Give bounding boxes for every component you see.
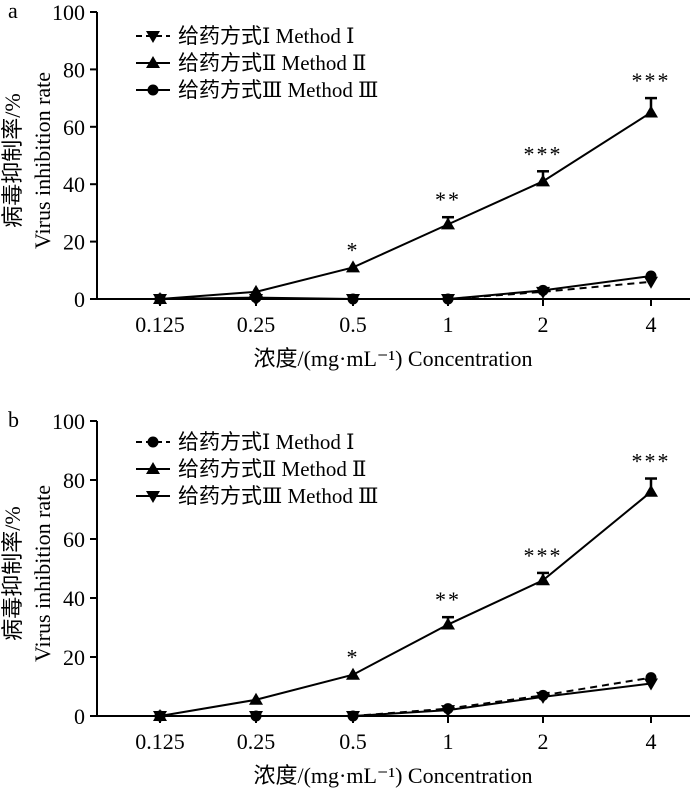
chart-panel-a: 0 20 40 60 80 100 0.125 0.25 0.5 1 2 4 浓度/(mg·mL⁻¹) … [0,0,690,371]
y-axis-title-cn: 病毒抑制率/% [0,506,25,640]
x-tick-label: 2 [538,312,549,337]
legend-marker [146,491,160,503]
x-tick-label: 4 [646,312,657,337]
significance-label: *** [632,68,671,93]
data-point [536,691,550,704]
series-2 [153,477,658,721]
data-point [347,293,359,305]
legend-marker [146,31,160,43]
x-tick-label: 0.25 [237,312,276,337]
panel-label: b [8,407,19,432]
legend-marker [146,462,160,474]
y-tick-label: 40 [63,172,85,197]
legend: 给药方式Ⅰ Method Ⅰ 给药方式Ⅱ Method Ⅱ 给药方式Ⅲ Method… [136,430,378,508]
data-point [644,678,658,691]
series-3 [153,678,658,723]
y-tick-label: 0 [74,704,85,729]
data-point [536,573,550,586]
legend-label: 给药方式Ⅲ Method Ⅲ [178,78,378,102]
x-tick-label: 0.25 [237,729,276,754]
series-line [160,676,652,717]
series-1 [153,276,658,306]
legend-marker [147,436,159,448]
y-tick-label: 40 [63,586,85,611]
y-tick-label: 60 [63,527,85,552]
significance-label: * [347,237,360,262]
y-tick-label: 80 [63,57,85,82]
significance-label: * [347,645,360,670]
x-axis-title: 浓度/(mg·mL⁻¹) Concentration [253,763,532,788]
x-tick-label: 2 [538,729,549,754]
y-tick-label: 100 [52,409,85,434]
y-tick-label: 0 [74,287,85,312]
y-tick-label: 60 [63,115,85,140]
x-tick-label: 0.125 [135,312,185,337]
y-axis-title-cn: 病毒抑制率/% [0,93,25,227]
series-line [159,111,652,300]
data-point [644,105,658,118]
legend-label: 给药方式Ⅰ Method Ⅰ [178,430,354,454]
legend-label: 给药方式Ⅱ Method Ⅱ [178,51,366,75]
series-line [160,682,652,717]
legend-label: 给药方式Ⅲ Method Ⅲ [178,484,378,508]
x-tick-label: 1 [443,312,454,337]
data-point [346,667,360,680]
data-point [441,217,455,230]
significance-label: *** [632,449,671,474]
data-point [441,705,455,718]
data-point [153,711,167,723]
data-point [645,270,657,282]
significance-label: ** [435,187,461,212]
data-point [644,484,658,497]
x-tick-label: 4 [646,729,657,754]
panel-label: a [8,0,18,23]
data-point [154,293,166,305]
y-tick-label: 100 [52,0,85,25]
significance-label: *** [524,543,563,568]
series-1 [154,672,657,722]
legend-label: 给药方式Ⅰ Method Ⅰ [178,24,354,48]
y-tick-label: 80 [63,468,85,493]
x-tick-label: 0.5 [339,729,367,754]
y-axis-title-en: Virus inhibition rate [30,485,55,662]
data-point [441,617,455,630]
data-point [346,260,360,273]
series-2 [153,96,658,304]
legend-marker [146,56,160,68]
y-tick-label: 20 [63,230,85,255]
series-line [159,491,652,717]
data-point [442,293,454,305]
y-axis-title-en: Virus inhibition rate [30,72,55,249]
x-tick-label: 1 [443,729,454,754]
data-point [537,284,549,296]
significance-label: *** [524,141,563,166]
data-point [536,174,550,187]
data-point [250,292,262,304]
x-tick-label: 0.125 [135,729,185,754]
data-point [346,711,360,723]
series-line [159,275,652,300]
legend-marker [147,84,159,96]
legend-label: 给药方式Ⅱ Method Ⅱ [178,457,366,481]
data-point [249,711,263,723]
legend: 给药方式Ⅰ Method Ⅰ 给药方式Ⅱ Method Ⅱ 给药方式Ⅲ Method… [136,24,378,102]
x-tick-label: 0.5 [339,312,367,337]
significance-label: ** [435,587,461,612]
series-line [160,280,652,300]
chart-panel-b: 0 20 40 60 80 100 0.125 0.25 0.5 1 2 4 浓度/(mg·mL⁻¹) … [0,407,690,788]
series-3 [154,270,657,305]
data-point [249,692,263,705]
y-tick-label: 20 [63,645,85,670]
x-axis-title: 浓度/(mg·mL⁻¹) Concentration [253,346,532,371]
